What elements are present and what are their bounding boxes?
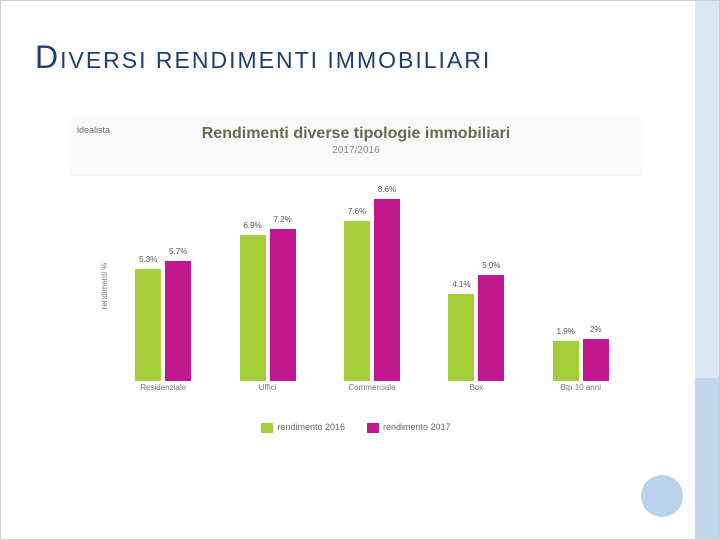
x-tick-label: Box: [446, 383, 506, 401]
legend-swatch: [261, 423, 273, 433]
bar-value-label: 8.6%: [378, 185, 396, 194]
x-tick-label: Residenziale: [133, 383, 193, 401]
bar-pair: 6.9%7.2%: [240, 229, 296, 381]
x-tick-label: Btp 10 anni: [551, 383, 611, 401]
x-tick-label: Commerciale: [342, 383, 402, 401]
legend: rendimento 2016 rendimento 2017: [71, 422, 641, 433]
bar-value-label: 7.6%: [348, 207, 366, 216]
bar-pair: 5.3%5.7%: [135, 261, 191, 381]
bar-pair: 1.9%2%: [553, 339, 609, 381]
stripe-top: [695, 1, 719, 378]
bar-value-label: 5.3%: [139, 255, 157, 264]
bar: 5.0%: [478, 275, 504, 381]
bar: 6.9%: [240, 235, 266, 381]
y-axis-label: rendimenti %: [100, 263, 109, 310]
legend-label: rendimento 2016: [277, 422, 345, 432]
legend-item: rendimento 2017: [367, 422, 451, 433]
legend-item: rendimento 2016: [261, 422, 345, 433]
bar: 1.9%: [553, 341, 579, 381]
stripe-bottom: [695, 378, 719, 539]
bar-value-label: 5.0%: [482, 261, 500, 270]
bar: 7.6%: [344, 221, 370, 381]
legend-swatch: [367, 423, 379, 433]
bar-value-label: 6.9%: [243, 221, 261, 230]
bar-value-label: 1.9%: [557, 327, 575, 336]
bar-value-label: 7.2%: [273, 215, 291, 224]
slide-title-rest: IVERSI RENDIMENTI IMMOBILIARI: [60, 47, 491, 73]
bar: 4.1%: [448, 294, 474, 381]
bars-row: 5.3%5.7%6.9%7.2%7.6%8.6%4.1%5.0%1.9%2%: [111, 191, 633, 381]
bar: 5.3%: [135, 269, 161, 381]
right-stripe: [695, 1, 719, 539]
bar-pair: 7.6%8.6%: [344, 199, 400, 381]
bar: 2%: [583, 339, 609, 381]
chart-header: idealista Rendimenti diverse tipologie i…: [71, 119, 641, 176]
plot-area: rendimenti % 5.3%5.7%6.9%7.2%7.6%8.6%4.1…: [111, 191, 633, 381]
bar-value-label: 4.1%: [452, 280, 470, 289]
x-tick-label: Uffici: [238, 383, 298, 401]
chart-source-label: idealista: [77, 125, 110, 135]
bar: 5.7%: [165, 261, 191, 381]
bar-value-label: 5.7%: [169, 247, 187, 256]
corner-dot: [641, 475, 683, 517]
slide-title: DIVERSI RENDIMENTI IMMOBILIARI: [35, 39, 491, 76]
bar-value-label: 2%: [590, 325, 602, 334]
bar-pair: 4.1%5.0%: [448, 275, 504, 381]
slide-frame: DIVERSI RENDIMENTI IMMOBILIARI idealista…: [0, 0, 720, 540]
bar: 7.2%: [270, 229, 296, 381]
chart-title: Rendimenti diverse tipologie immobiliari: [71, 119, 641, 143]
chart-card: idealista Rendimenti diverse tipologie i…: [71, 119, 641, 439]
chart-subtitle: 2017/2016: [71, 145, 641, 156]
x-axis: Residenziale Uffici Commerciale Box Btp 10 a…: [111, 383, 633, 401]
legend-label: rendimento 2017: [383, 422, 451, 432]
bar: 8.6%: [374, 199, 400, 381]
slide-title-initial: D: [35, 39, 60, 75]
